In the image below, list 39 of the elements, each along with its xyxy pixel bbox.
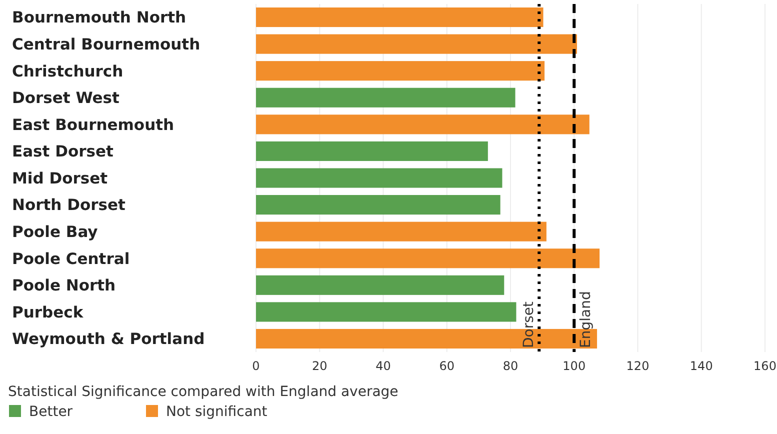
y-tick-label: Mid Dorset (12, 169, 108, 188)
y-tick-label: Poole Bay (12, 223, 98, 242)
bar (256, 88, 516, 108)
bar (256, 141, 488, 161)
y-tick-label: Weymouth & Portland (12, 330, 205, 348)
ref-line-label: England (578, 291, 594, 348)
bar (256, 34, 577, 54)
x-tick-label: 140 (690, 359, 713, 373)
y-tick-label: Central Bournemouth (12, 35, 200, 54)
x-tick-label: 120 (626, 359, 650, 373)
bar (256, 275, 504, 295)
bar (256, 61, 545, 81)
legend-title: Statistical Significance compared with England average (8, 384, 398, 400)
x-tick-label: 20 (312, 359, 328, 373)
x-tick-label: 100 (562, 359, 586, 373)
bar (256, 114, 590, 134)
bar (256, 302, 516, 322)
y-tick-label: East Bournemouth (12, 116, 174, 134)
legend-label: Better (29, 404, 73, 420)
x-tick-label: 80 (502, 359, 518, 373)
y-tick-label: Poole Central (12, 250, 130, 268)
bar (256, 7, 544, 28)
x-tick-label: 0 (252, 359, 260, 373)
bar (256, 195, 500, 215)
y-tick-label: East Dorset (12, 142, 114, 161)
y-tick-label: Bournemouth North (12, 8, 186, 27)
bar (256, 248, 600, 268)
y-tick-label: North Dorset (12, 196, 126, 214)
x-tick-label: 60 (439, 359, 455, 373)
ref-line-label: Dorset (521, 300, 538, 348)
y-tick-label: Dorset West (12, 89, 120, 108)
y-tick-label: Poole North (12, 276, 116, 295)
legend-label: Not significant (166, 404, 268, 420)
x-tick-label: 40 (376, 359, 391, 373)
bar (256, 222, 546, 242)
bar (256, 168, 502, 188)
y-tick-label: Purbeck (12, 303, 84, 322)
y-tick-label: Christchurch (12, 62, 124, 80)
x-tick-label: 160 (754, 359, 776, 373)
